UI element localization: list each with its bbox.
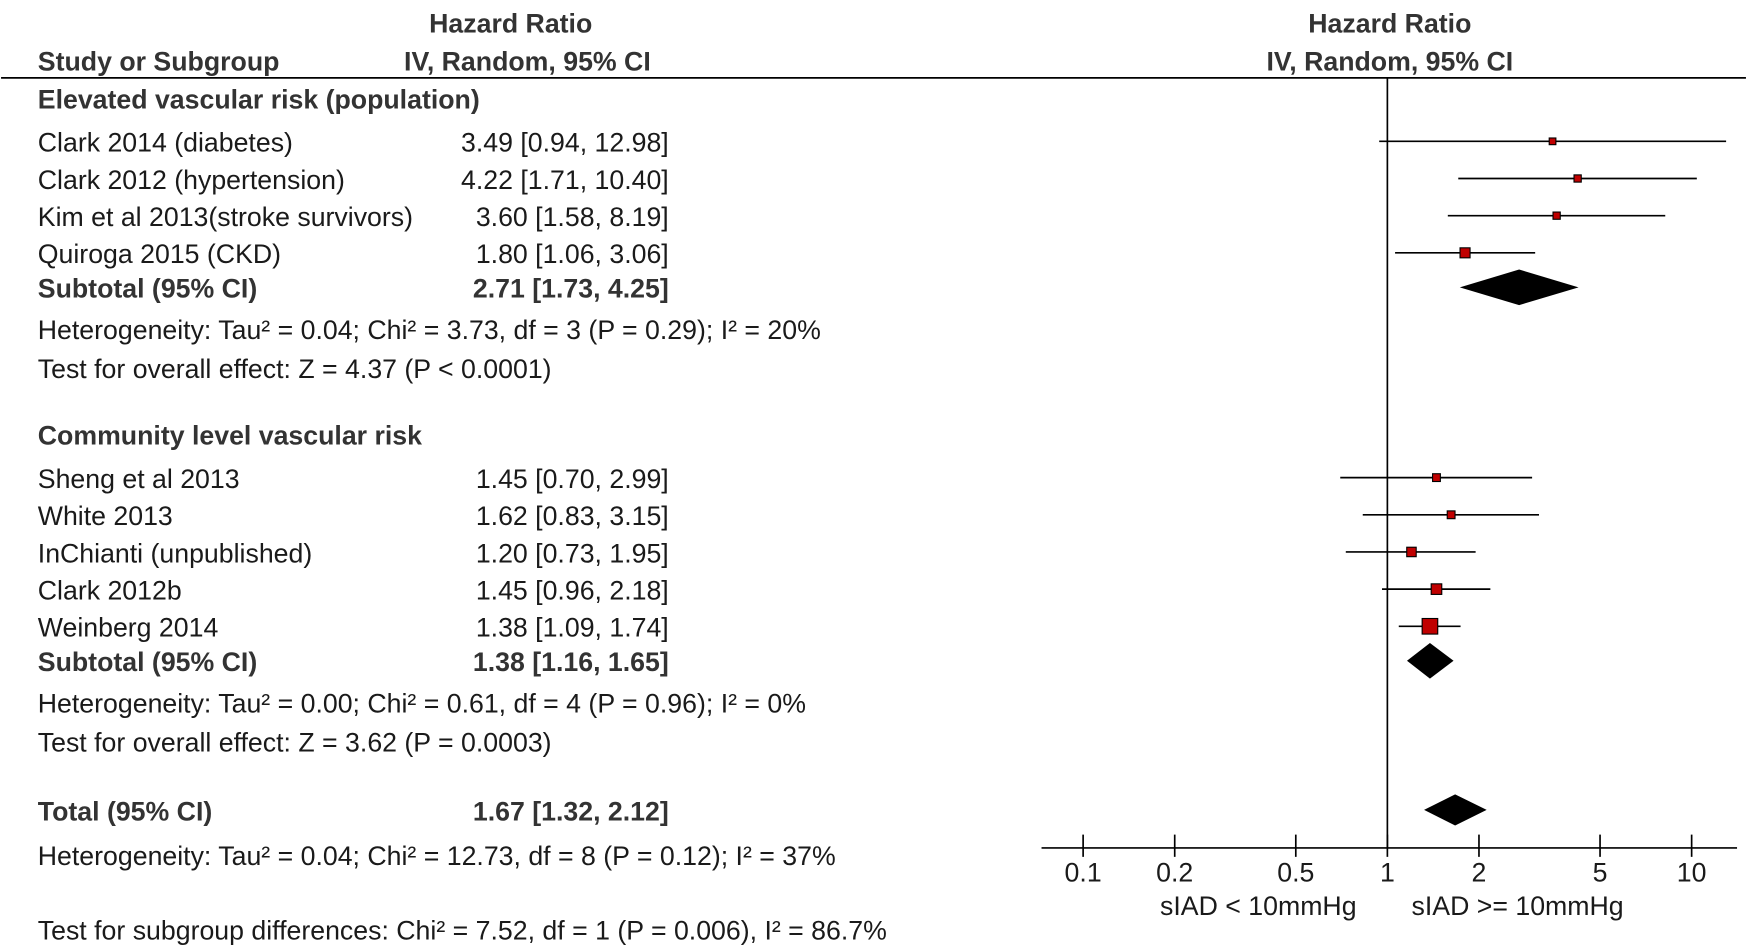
plot-title: Hazard Ratio [1308,9,1471,39]
x-label-right: sIAD >= 10mmHg [1412,891,1624,921]
x-tick-label: 0.1 [1065,858,1102,888]
study-name: Kim et al 2013(stroke survivors) [38,202,413,232]
study-estimate: 1.45 [0.96, 2.18] [476,576,669,606]
diamond [1406,642,1454,679]
study-name: White 2013 [38,501,173,531]
estimate-square [1430,583,1443,595]
x-tick-label: 0.2 [1156,858,1193,888]
study-name: Quiroga 2015 (CKD) [38,239,281,269]
estimate-square [1446,510,1456,520]
x-tick-label: 0.5 [1277,858,1314,888]
study-name: Sheng et al 2013 [38,464,240,494]
estimate-square [1406,546,1417,558]
x-tick-label: 2 [1472,858,1487,888]
diamond [1424,794,1487,826]
study-name: Clark 2012b [38,576,182,606]
plot-method: IV, Random, 95% CI [1266,46,1513,76]
study-estimate: 1.80 [1.06, 3.06] [476,239,669,269]
study-name: Weinberg 2014 [38,613,219,643]
estimate-square [1421,617,1439,635]
overall-effect: Test for overall effect: Z = 4.37 (P < 0… [38,354,552,384]
table-method: IV, Random, 95% CI [404,46,651,76]
subgroup-test: Test for subgroup differences: Chi² = 7.… [38,915,887,945]
estimate-square [1548,137,1557,146]
estimate-square [1573,174,1582,183]
estimate-square [1432,473,1441,483]
study-header: Study or Subgroup [38,46,280,76]
study-estimate: 1.20 [0.73, 1.95] [476,538,669,568]
total-name: Total (95% CI) [38,796,212,826]
total-estimate: 1.67 [1.32, 2.12] [473,796,669,826]
estimate-square [1552,211,1561,220]
study-estimate: 1.38 [1.09, 1.74] [476,613,669,643]
x-tick-label: 10 [1677,858,1707,888]
heterogeneity: Heterogeneity: Tau² = 0.04; Chi² = 3.73,… [38,315,821,345]
subtotal-estimate: 1.38 [1.16, 1.65] [473,647,669,677]
group-title: Community level vascular risk [38,421,422,451]
diamond [1459,269,1579,306]
subtotal-estimate: 2.71 [1.73, 4.25] [473,274,669,304]
overall-effect: Test for overall effect: Z = 3.62 (P = 0… [38,727,552,757]
x-tick-label: 1 [1380,858,1395,888]
x-tick-label: 5 [1593,858,1608,888]
subtotal-name: Subtotal (95% CI) [38,274,257,304]
study-name: Clark 2014 (diabetes) [38,128,293,158]
subtotal-name: Subtotal (95% CI) [38,647,257,677]
study-name: InChianti (unpublished) [38,538,312,568]
table-title: Hazard Ratio [429,9,592,39]
study-estimate: 3.49 [0.94, 12.98] [461,128,669,158]
study-estimate: 1.45 [0.70, 2.99] [476,464,669,494]
study-estimate: 3.60 [1.58, 8.19] [476,202,669,232]
group-title: Elevated vascular risk (population) [38,84,480,114]
study-estimate: 4.22 [1.71, 10.40] [461,165,669,195]
study-name: Clark 2012 (hypertension) [38,165,345,195]
total-heterogeneity: Heterogeneity: Tau² = 0.04; Chi² = 12.73… [38,841,836,871]
heterogeneity: Heterogeneity: Tau² = 0.00; Chi² = 0.61,… [38,688,806,718]
study-estimate: 1.62 [0.83, 3.15] [476,501,669,531]
estimate-square [1459,247,1471,259]
x-label-left: sIAD < 10mmHg [1160,891,1357,921]
